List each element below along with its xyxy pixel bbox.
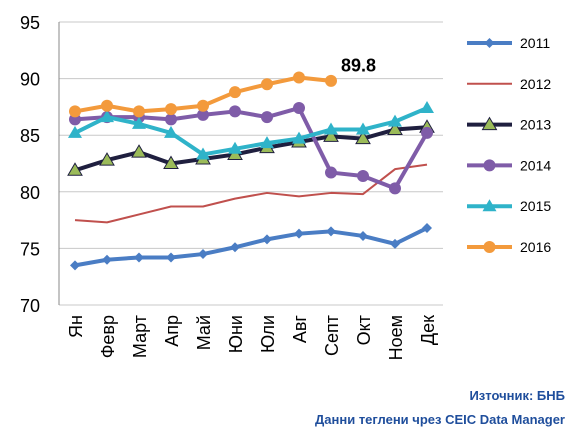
marker <box>326 226 336 237</box>
x-tick-label: Апр <box>162 315 182 347</box>
marker <box>293 102 305 115</box>
marker <box>70 260 80 271</box>
legend-label: 2014 <box>520 157 551 173</box>
marker <box>356 122 370 135</box>
x-tick-label: Февр <box>98 315 118 358</box>
marker <box>132 116 146 129</box>
y-tick-label: 85 <box>20 126 40 146</box>
marker <box>355 130 371 145</box>
legend-label: 2013 <box>520 117 551 133</box>
marker <box>390 238 400 249</box>
marker <box>196 147 210 160</box>
marker <box>357 169 369 182</box>
marker <box>228 141 242 154</box>
x-tick-label: Март <box>130 315 150 358</box>
marker <box>197 108 209 121</box>
marker <box>197 99 209 112</box>
legend-label: 2016 <box>520 239 551 255</box>
marker <box>388 114 402 127</box>
marker <box>102 254 112 265</box>
series-line <box>74 125 428 173</box>
marker <box>260 136 274 149</box>
marker <box>165 113 177 126</box>
y-tick-label: 70 <box>20 296 40 316</box>
annotation: 89.8 <box>341 56 376 76</box>
x-tick-label: Септ <box>322 315 342 356</box>
marker <box>422 223 432 234</box>
y-tick-label: 75 <box>20 239 40 259</box>
x-tick-label: Юни <box>226 315 246 353</box>
marker <box>293 71 305 84</box>
marker <box>163 155 179 169</box>
marker <box>387 121 403 136</box>
marker <box>483 241 496 253</box>
marker <box>100 110 114 123</box>
y-tick-label: 90 <box>20 70 40 90</box>
marker <box>484 38 495 48</box>
y-tick-label: 80 <box>20 183 40 203</box>
marker <box>229 86 241 99</box>
marker <box>323 128 339 142</box>
marker <box>325 166 337 179</box>
marker <box>294 228 304 239</box>
marker <box>261 78 273 91</box>
series-line <box>74 163 428 224</box>
marker <box>101 99 113 112</box>
x-tick-label: Май <box>194 315 214 350</box>
marker <box>69 105 81 118</box>
series-line <box>74 106 428 157</box>
marker <box>481 116 498 131</box>
source: Източник: БНБ <box>469 388 565 403</box>
marker <box>325 74 337 87</box>
legend-label: 2012 <box>520 76 551 92</box>
marker <box>261 111 273 124</box>
marker <box>420 101 434 114</box>
marker <box>389 182 401 195</box>
marker <box>230 242 240 253</box>
marker <box>165 103 177 116</box>
marker <box>198 249 208 260</box>
x-tick-label: Ян <box>66 315 86 338</box>
x-tick-label: Авг <box>290 315 310 344</box>
marker <box>482 199 497 212</box>
marker <box>67 162 83 176</box>
source: Данни теглени чрез CEIC Data Manager <box>315 412 565 427</box>
marker <box>133 105 145 118</box>
marker <box>164 125 178 138</box>
marker <box>134 252 144 263</box>
legend-label: 2011 <box>520 35 550 51</box>
x-tick-label: Юли <box>258 315 278 353</box>
marker <box>292 131 306 144</box>
y-tick-label: 95 <box>20 13 40 33</box>
marker <box>324 122 338 135</box>
marker <box>262 234 272 245</box>
marker <box>68 125 82 138</box>
series-line <box>74 226 428 268</box>
marker <box>358 230 368 241</box>
marker <box>131 144 147 158</box>
marker <box>166 252 176 263</box>
legend-label: 2015 <box>520 198 551 214</box>
marker <box>421 126 433 139</box>
marker <box>229 105 241 118</box>
x-tick-label: Окт <box>354 315 374 345</box>
x-tick-label: Ноем <box>386 315 406 360</box>
marker <box>99 152 115 166</box>
x-tick-label: Дек <box>418 315 438 345</box>
marker <box>483 159 496 172</box>
